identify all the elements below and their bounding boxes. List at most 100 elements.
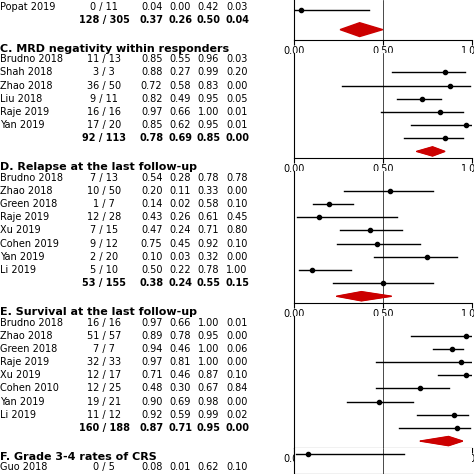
Text: 0.87: 0.87 [140,423,164,433]
Text: 0.38: 0.38 [140,278,164,288]
Text: Cohen 2010: Cohen 2010 [0,383,59,393]
Text: 0.10: 0.10 [226,199,248,209]
Text: 0.83: 0.83 [198,81,219,91]
Text: 0.45: 0.45 [226,212,248,222]
Text: 0.55: 0.55 [197,278,220,288]
Text: 0.99: 0.99 [198,67,219,77]
Text: 0.95: 0.95 [197,423,220,433]
Text: 0.71: 0.71 [198,226,219,236]
Text: 51 / 57: 51 / 57 [87,331,121,341]
Text: 0.33: 0.33 [198,186,219,196]
Text: 0.04: 0.04 [141,1,163,11]
Text: 0.02: 0.02 [169,199,191,209]
Text: Li 2019: Li 2019 [0,265,36,275]
Text: 0.01: 0.01 [226,120,248,130]
Text: 0.97: 0.97 [141,318,163,328]
Text: 0.59: 0.59 [169,410,191,420]
Text: 0.08: 0.08 [141,463,163,473]
Text: 0.72: 0.72 [141,81,163,91]
Text: 0.69: 0.69 [168,133,192,143]
Text: 0.84: 0.84 [226,383,248,393]
Text: Xu 2019: Xu 2019 [0,370,41,380]
Text: 0.01: 0.01 [169,463,191,473]
Text: 11 / 13: 11 / 13 [87,54,121,64]
Text: 1.00: 1.00 [198,107,219,117]
Text: Liu 2018: Liu 2018 [0,94,42,104]
Text: 12 / 17: 12 / 17 [87,370,121,380]
Text: 0.58: 0.58 [169,81,191,91]
Text: Raje 2019: Raje 2019 [0,357,49,367]
Text: 7 / 7: 7 / 7 [93,344,115,354]
Text: Yan 2019: Yan 2019 [0,252,45,262]
Text: 0.04: 0.04 [225,15,249,25]
Text: 0.82: 0.82 [141,94,163,104]
Text: Popat 2019: Popat 2019 [0,1,55,11]
Text: 0.61: 0.61 [198,212,219,222]
Text: 0.32: 0.32 [198,252,219,262]
Text: 0 / 11: 0 / 11 [91,1,118,11]
Text: 0.48: 0.48 [141,383,163,393]
Text: 0.00: 0.00 [225,133,249,143]
Text: 3 / 3: 3 / 3 [93,67,115,77]
Text: 19 / 21: 19 / 21 [87,397,121,407]
Text: 0.67: 0.67 [198,383,219,393]
Text: 0.26: 0.26 [169,212,191,222]
Text: 0.97: 0.97 [141,107,163,117]
Text: 0.26: 0.26 [168,15,192,25]
Polygon shape [337,292,392,301]
Text: Green 2018: Green 2018 [0,344,57,354]
Text: 1.00: 1.00 [226,265,248,275]
Text: Shah 2018: Shah 2018 [0,67,52,77]
Text: 0.62: 0.62 [198,463,219,473]
Text: 0.03: 0.03 [226,1,248,11]
Text: Raje 2019: Raje 2019 [0,212,49,222]
Text: 0.10: 0.10 [141,252,163,262]
Text: E. Survival at the last follow-up: E. Survival at the last follow-up [0,307,197,317]
Text: 0.06: 0.06 [226,344,248,354]
Text: 160 / 188: 160 / 188 [79,423,130,433]
Text: 1.00: 1.00 [198,357,219,367]
Text: 0.78: 0.78 [198,173,219,183]
Text: 0.24: 0.24 [168,278,192,288]
Text: 0.00: 0.00 [226,357,248,367]
Text: Cohen 2019: Cohen 2019 [0,238,59,248]
Text: Xu 2019: Xu 2019 [0,226,41,236]
Text: 9 / 11: 9 / 11 [91,94,118,104]
Text: Li 2019: Li 2019 [0,410,36,420]
Text: 0.46: 0.46 [169,370,191,380]
Text: 0.10: 0.10 [226,370,248,380]
Text: Brudno 2018: Brudno 2018 [0,173,63,183]
Text: Zhao 2018: Zhao 2018 [0,81,53,91]
Text: 0.00: 0.00 [226,81,248,91]
Text: Zhao 2018: Zhao 2018 [0,186,53,196]
Text: 0.01: 0.01 [226,107,248,117]
Text: 0.03: 0.03 [169,252,191,262]
Text: 0.71: 0.71 [141,370,163,380]
Text: 0.05: 0.05 [226,94,248,104]
Text: 0.37: 0.37 [140,15,164,25]
Text: 0.78: 0.78 [169,331,191,341]
Text: 0.49: 0.49 [169,94,191,104]
Text: 0.11: 0.11 [169,186,191,196]
Text: 32 / 33: 32 / 33 [87,357,121,367]
Text: 0.69: 0.69 [169,397,191,407]
Text: 0.43: 0.43 [141,212,163,222]
Text: 0.75: 0.75 [141,238,163,248]
Text: 0.02: 0.02 [226,410,248,420]
Polygon shape [340,23,383,36]
Text: 17 / 20: 17 / 20 [87,120,121,130]
Text: 10 / 50: 10 / 50 [87,186,121,196]
Text: 0.97: 0.97 [141,357,163,367]
Text: 0.78: 0.78 [226,173,248,183]
Text: 53 / 155: 53 / 155 [82,278,126,288]
Text: 0.99: 0.99 [198,410,219,420]
Text: 0.58: 0.58 [198,199,219,209]
Text: 0.88: 0.88 [141,67,163,77]
Text: 0.81: 0.81 [169,357,191,367]
Text: Green 2018: Green 2018 [0,199,57,209]
Text: 0 / 5: 0 / 5 [93,463,115,473]
Text: 0.71: 0.71 [168,423,192,433]
Text: 0.80: 0.80 [226,226,248,236]
Text: Brudno 2018: Brudno 2018 [0,318,63,328]
Text: 16 / 16: 16 / 16 [87,318,121,328]
